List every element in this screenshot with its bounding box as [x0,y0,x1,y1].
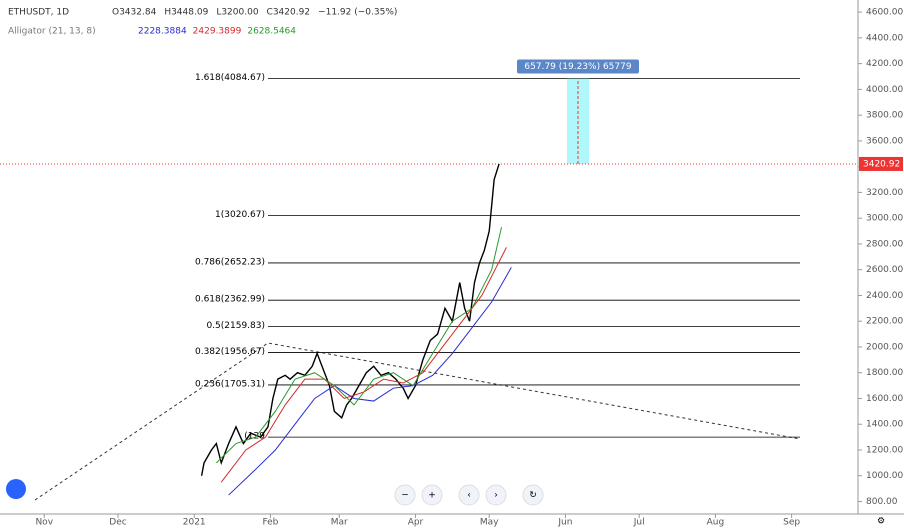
toolbar: − + ‹ › ↻ ⚙ [6,479,885,527]
y-tick-label: 3800.00 [866,111,903,121]
zoom-in[interactable] [421,484,443,506]
x-tick-label: Jul [633,518,645,528]
last-price-label: 3420.92 [863,159,900,169]
y-tick-label: 1200.00 [866,445,903,455]
price-line [220,247,507,483]
fib-label: (129 [244,432,265,442]
measure-tag [517,59,639,74]
x-tick-label: Mar [331,518,348,528]
ohlc: H3448.09 [164,8,208,18]
y-tick-label: 3600.00 [866,136,903,146]
y-tick-label: 2800.00 [866,239,903,249]
fib-label: 0.618(2362.99) [195,295,265,305]
price-line [200,163,500,476]
ohlc: L3200.00 [216,8,259,18]
x-tick-label: 2021 [183,518,206,528]
y-tick-label: 4600.00 [866,8,903,18]
zoom-out[interactable] [394,484,416,506]
ohlc: −11.92 (−0.35%) [318,8,397,18]
y-tick-label: 1600.00 [866,394,903,404]
y-tick-label: 3200.00 [866,188,903,198]
y-tick-label: 800.00 [866,497,898,507]
price-line [215,227,503,464]
svg-text:›: › [494,491,498,501]
ohlc: C3420.92 [267,8,311,18]
trend-line [34,342,801,501]
y-tick-label: 2200.00 [866,317,903,327]
y-tick-label: 4000.00 [866,85,903,95]
y-tick-label: 1000.00 [866,471,903,481]
x-tick-label: Jun [557,518,572,528]
fib-label: 1(3020.67) [215,210,265,220]
y-tick-label: 2000.00 [866,342,903,352]
measure-label: 657.79 (19.23%) 65779 [524,62,631,72]
x-tick-label: May [480,518,499,528]
reset[interactable] [522,484,544,506]
settings[interactable]: ⚙ [877,517,885,527]
logo[interactable] [6,479,26,499]
indicator: Alligator (21, 13, 8) [8,27,96,37]
price-axis [858,0,904,528]
svg-text:−: − [401,491,409,501]
ohlc: O3432.84 [112,8,157,18]
x-tick-label: Sep [783,518,800,528]
x-tick-label: Nov [35,518,53,528]
x-tick-label: Dec [109,518,126,528]
x-tick-label: Aug [707,518,725,528]
indicator-value: 2429.3899 [193,27,242,37]
svg-text:↻: ↻ [529,491,537,501]
fib-label: 0.786(2652.23) [195,257,265,267]
scroll-left[interactable] [458,484,480,506]
y-tick-label: 2400.00 [866,291,903,301]
y-tick-label: 1400.00 [866,420,903,430]
fib-label: 0.382(1956.67) [195,347,265,357]
y-tick-label: 4200.00 [866,59,903,69]
y-tick-label: 4400.00 [866,33,903,43]
svg-text:‹: ‹ [467,491,471,501]
indicator-value: 2628.5464 [247,27,296,37]
x-tick-label: Apr [408,518,424,528]
fib-label: 0.5(2159.83) [206,321,265,331]
scroll-right[interactable] [485,484,507,506]
svg-text:+: + [428,491,436,501]
fib-label: 0.236(1705.31) [195,379,265,389]
fib-label: 1.618(4084.67) [195,73,265,83]
indicator-value: 2228.3884 [138,27,187,37]
y-tick-label: 3000.00 [866,214,903,224]
price-line [228,267,512,496]
x-tick-label: Feb [262,518,278,528]
symbol: ETHUSDT, 1D [8,8,69,18]
y-tick-label: 1800.00 [866,368,903,378]
last-price-tag [859,156,903,171]
y-tick-label: 2600.00 [866,265,903,275]
